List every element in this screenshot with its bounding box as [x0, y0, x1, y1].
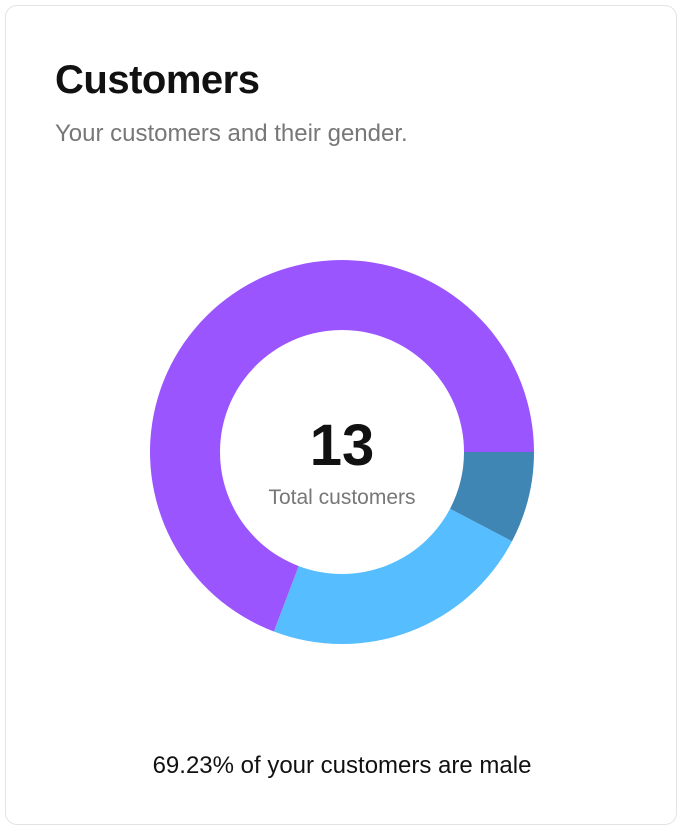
donut-slice-1 — [273, 508, 513, 645]
total-customers-value: 13 — [309, 413, 375, 478]
total-customers-label: Total customers — [268, 486, 416, 509]
card-subtitle: Your customers and their gender. — [55, 120, 408, 147]
donut-slice-0 — [150, 260, 534, 632]
customers-card: Customers Your customers and their gende… — [5, 5, 677, 825]
donut-slice-2 — [450, 452, 534, 542]
card-title: Customers — [55, 58, 260, 102]
male-percentage-summary: 69.23% of your customers are male — [152, 752, 532, 779]
